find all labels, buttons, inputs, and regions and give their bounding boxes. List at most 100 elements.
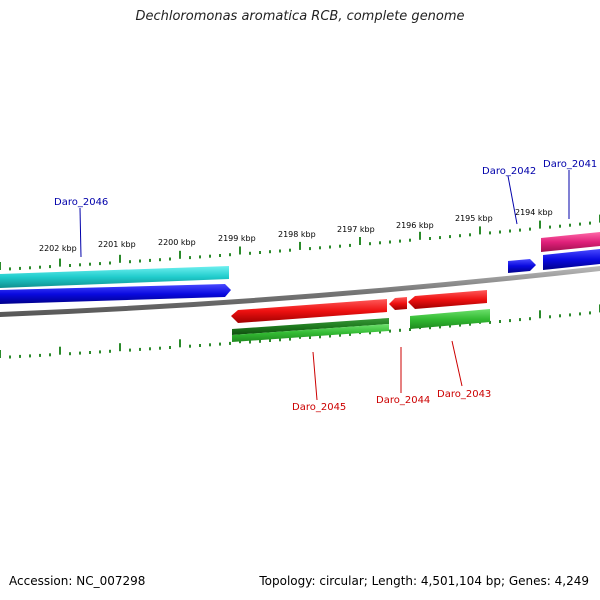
- label-daro-2042[interactable]: Daro_2042: [482, 166, 536, 177]
- outer-tick-minor: [129, 260, 131, 264]
- inner-tick-minor: [29, 354, 31, 358]
- label-daro-2046[interactable]: Daro_2046: [54, 197, 108, 208]
- inner-tick-minor: [459, 323, 461, 327]
- outer-tick-major: [179, 250, 181, 259]
- outer-tick-minor: [549, 225, 551, 229]
- label-daro-2041[interactable]: Daro_2041: [543, 159, 597, 170]
- inner-tick-major: [119, 343, 121, 352]
- outer-tick-minor: [189, 256, 191, 260]
- outer-tick-minor: [229, 253, 231, 257]
- inner-tick-minor: [309, 336, 311, 339]
- scale-label-2198: 2198 kbp: [278, 230, 316, 239]
- inner-tick-minor: [249, 340, 251, 344]
- inner-tick-minor: [289, 337, 291, 341]
- outer-tick-minor: [159, 258, 161, 262]
- scale-label-2194: 2194 kbp: [515, 208, 553, 217]
- gene-daro-2043[interactable]: [408, 290, 487, 309]
- outer-tick-major: [539, 220, 541, 229]
- label-daro-2043[interactable]: Daro_2043: [437, 389, 491, 400]
- inner-tick-minor: [89, 351, 91, 354]
- outer-tick-minor: [219, 254, 221, 257]
- inner-tick-minor: [79, 351, 81, 355]
- gene-daro-2042[interactable]: [508, 259, 536, 273]
- gene-daro-2041[interactable]: [543, 249, 600, 270]
- gene-daro-2046[interactable]: [0, 284, 231, 304]
- inner-tick-minor: [429, 326, 431, 330]
- outer-tick-minor: [399, 239, 401, 243]
- leader-daro-2043: [451, 340, 463, 387]
- outer-tick-minor: [339, 244, 341, 248]
- outer-tick-minor: [559, 224, 561, 228]
- outer-tick-minor: [49, 265, 51, 269]
- inner-tick-minor: [159, 346, 161, 350]
- outer-tick-major: [299, 241, 301, 250]
- inner-tick-minor: [259, 339, 261, 343]
- outer-tick-minor: [439, 236, 441, 240]
- outer-tick-minor: [79, 263, 81, 267]
- label-leaders: [79, 170, 570, 401]
- outer-tick-minor: [589, 221, 591, 225]
- inner-tick-minor: [339, 333, 341, 337]
- outer-tick-minor: [329, 245, 331, 249]
- inner-tick-major: [539, 310, 541, 319]
- outer-tick-major: [359, 237, 361, 245]
- outer-tick-minor: [29, 266, 31, 270]
- leader-daro-2046: [79, 207, 82, 258]
- green-feature-left[interactable]: [232, 324, 389, 342]
- inner-tick-minor: [69, 352, 71, 356]
- outer-tick-minor: [349, 243, 351, 247]
- cyan-feature[interactable]: [0, 266, 229, 288]
- inner-tick-major: [59, 346, 61, 355]
- outer-tick-minor: [409, 238, 411, 242]
- outer-tick-minor: [499, 230, 501, 234]
- inner-tick-minor: [379, 330, 381, 334]
- inner-tick-minor: [569, 313, 571, 317]
- label-daro-2044[interactable]: Daro_2044: [376, 395, 430, 406]
- inner-tick-minor: [229, 341, 231, 345]
- outer-tick-major: [0, 262, 1, 270]
- outer-tick-minor: [199, 255, 201, 259]
- inner-tick-minor: [269, 339, 271, 342]
- outer-tick-major: [239, 246, 241, 255]
- inner-tick-minor: [49, 353, 51, 357]
- gene-labels: Daro_2046 Daro_2045 Daro_2044 Daro_2043 …: [54, 159, 597, 413]
- outer-tick-minor: [279, 249, 281, 253]
- inner-tick-minor: [99, 350, 101, 354]
- inner-tick-minor: [199, 344, 201, 347]
- scale-label-2199: 2199 kbp: [218, 234, 256, 243]
- outer-tick-minor: [249, 251, 251, 255]
- outer-tick-major: [59, 258, 61, 267]
- inner-tick-minor: [529, 317, 531, 321]
- inner-tick-minor: [519, 318, 521, 322]
- inner-tick-minor: [559, 314, 561, 318]
- inner-tick-minor: [279, 338, 281, 342]
- inner-tick-major: [179, 339, 181, 348]
- label-daro-2045[interactable]: Daro_2045: [292, 402, 346, 413]
- map-title: Dechloromonas aromatica RCB, complete ge…: [135, 9, 465, 24]
- outer-tick-minor: [469, 233, 471, 237]
- scale-label-2195: 2195 kbp: [455, 214, 493, 223]
- inner-tick-minor: [349, 332, 351, 336]
- outer-tick-minor: [319, 246, 321, 250]
- scale-label-2202: 2202 kbp: [39, 244, 77, 253]
- inner-tick-minor: [39, 353, 41, 357]
- dark-green-feature[interactable]: [232, 318, 389, 335]
- magenta-feature[interactable]: [541, 232, 600, 252]
- inner-tick-minor: [399, 328, 401, 332]
- inner-tick-minor: [449, 324, 451, 328]
- outer-tick-minor: [389, 240, 391, 244]
- outer-tick-minor: [169, 257, 171, 261]
- inner-tick-minor: [129, 348, 131, 352]
- inner-tick-minor: [189, 344, 191, 348]
- leader-daro-2042: [507, 175, 518, 225]
- green-feature-right[interactable]: [410, 309, 490, 329]
- gene-daro-2044[interactable]: [389, 297, 407, 310]
- scale-label-2196: 2196 kbp: [396, 221, 434, 230]
- gene-daro-2045[interactable]: [231, 299, 387, 323]
- outer-tick-minor: [289, 248, 291, 252]
- inner-tick-minor: [329, 334, 331, 338]
- outer-tick-minor: [39, 265, 41, 269]
- inner-tick-minor: [319, 335, 321, 339]
- accession-text: Accession: NC_007298: [9, 574, 146, 588]
- leader-daro-2045: [312, 351, 318, 401]
